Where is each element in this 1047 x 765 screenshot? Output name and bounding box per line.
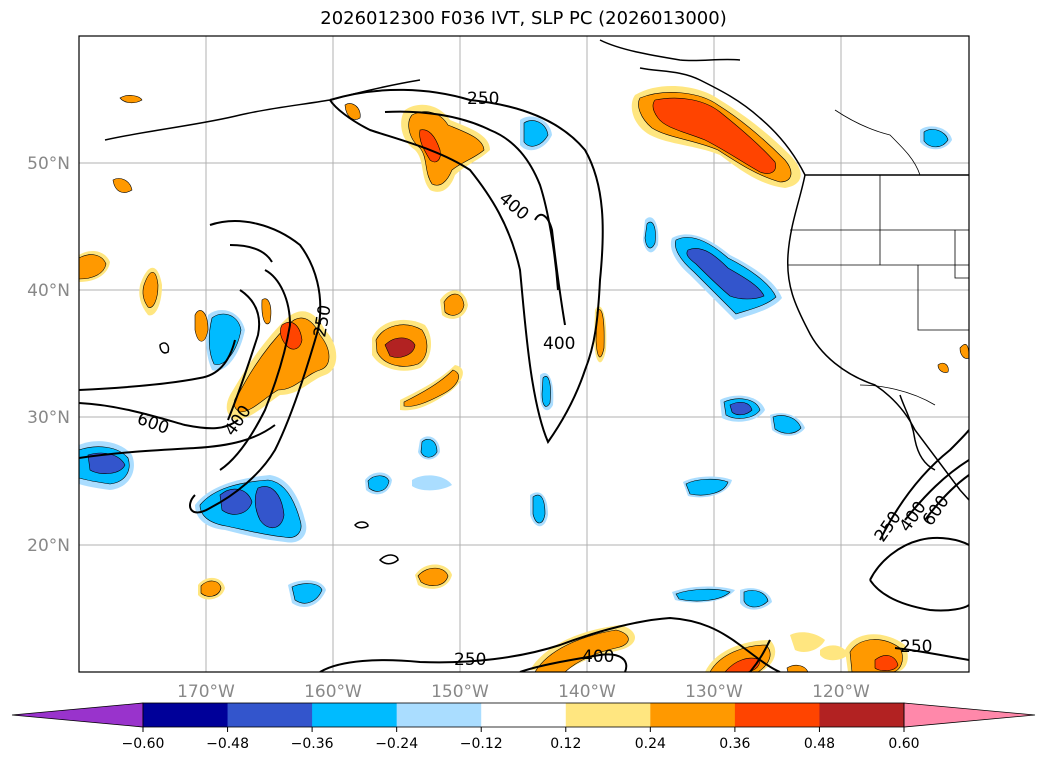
colorbar-tick-label: −0.60 <box>122 736 165 752</box>
ivt-anomaly-fills <box>79 85 969 672</box>
lat-label-40n: 40°N <box>27 281 70 301</box>
colorbar-extend-low <box>11 702 144 728</box>
contour-label: 250 <box>467 89 499 109</box>
colorbar-tick-label: 0.24 <box>635 736 666 752</box>
lat-label-50n: 50°N <box>27 154 70 174</box>
colorbar-extend-high <box>903 702 1036 728</box>
lon-label-170w: 170°W <box>177 682 235 702</box>
lon-label-160w: 160°W <box>304 682 362 702</box>
contour-label: 400 <box>543 334 575 354</box>
lon-label-150w: 150°W <box>431 682 489 702</box>
colorbar-box <box>312 703 398 727</box>
colorbar-tick-label: −0.48 <box>206 736 249 752</box>
colorbar-tick-label: 0.48 <box>804 736 835 752</box>
colorbar-box <box>819 703 905 727</box>
lat-label-30n: 30°N <box>27 408 70 428</box>
colorbar-tick-label: 0.12 <box>550 736 581 752</box>
colorbar-box <box>227 703 313 727</box>
colorbar-tick-label: −0.12 <box>460 736 503 752</box>
colorbar-box <box>734 703 820 727</box>
contour-label: 250 <box>900 637 932 657</box>
gridlines <box>79 36 969 672</box>
colorbar-box <box>396 703 482 727</box>
colorbar-tick-label: 0.60 <box>888 736 919 752</box>
colorbar-tick-label: −0.24 <box>375 736 418 752</box>
colorbar-box <box>650 703 736 727</box>
colorbar: −0.60 −0.48 −0.36 −0.24 −0.12 0.12 0.24 0.36 0.4… <box>11 702 1036 752</box>
longitude-labels: 170°W 160°W 150°W 140°W 130°W 120°W <box>177 682 870 702</box>
colorbar-tick-label: −0.36 <box>291 736 334 752</box>
map-title: 2026012300 F036 IVT, SLP PC (2026013000) <box>320 8 727 29</box>
lon-label-140w: 140°W <box>558 682 616 702</box>
lon-label-120w: 120°W <box>812 682 870 702</box>
lon-label-130w: 130°W <box>685 682 743 702</box>
colorbar-tick-label: 0.36 <box>719 736 750 752</box>
state-borders <box>788 109 969 406</box>
latitude-labels: 50°N 40°N 30°N 20°N <box>27 154 70 556</box>
colorbar-box <box>565 703 651 727</box>
lat-label-20n: 20°N <box>27 536 70 556</box>
map-frame <box>78 35 970 673</box>
coastlines <box>104 39 969 565</box>
colorbar-frame <box>142 702 905 728</box>
slp-contours <box>79 88 969 672</box>
colorbar-box <box>481 703 567 727</box>
colorbar-box <box>143 703 229 727</box>
contour-label: 400 <box>582 647 614 667</box>
contour-label: 250 <box>454 650 486 670</box>
